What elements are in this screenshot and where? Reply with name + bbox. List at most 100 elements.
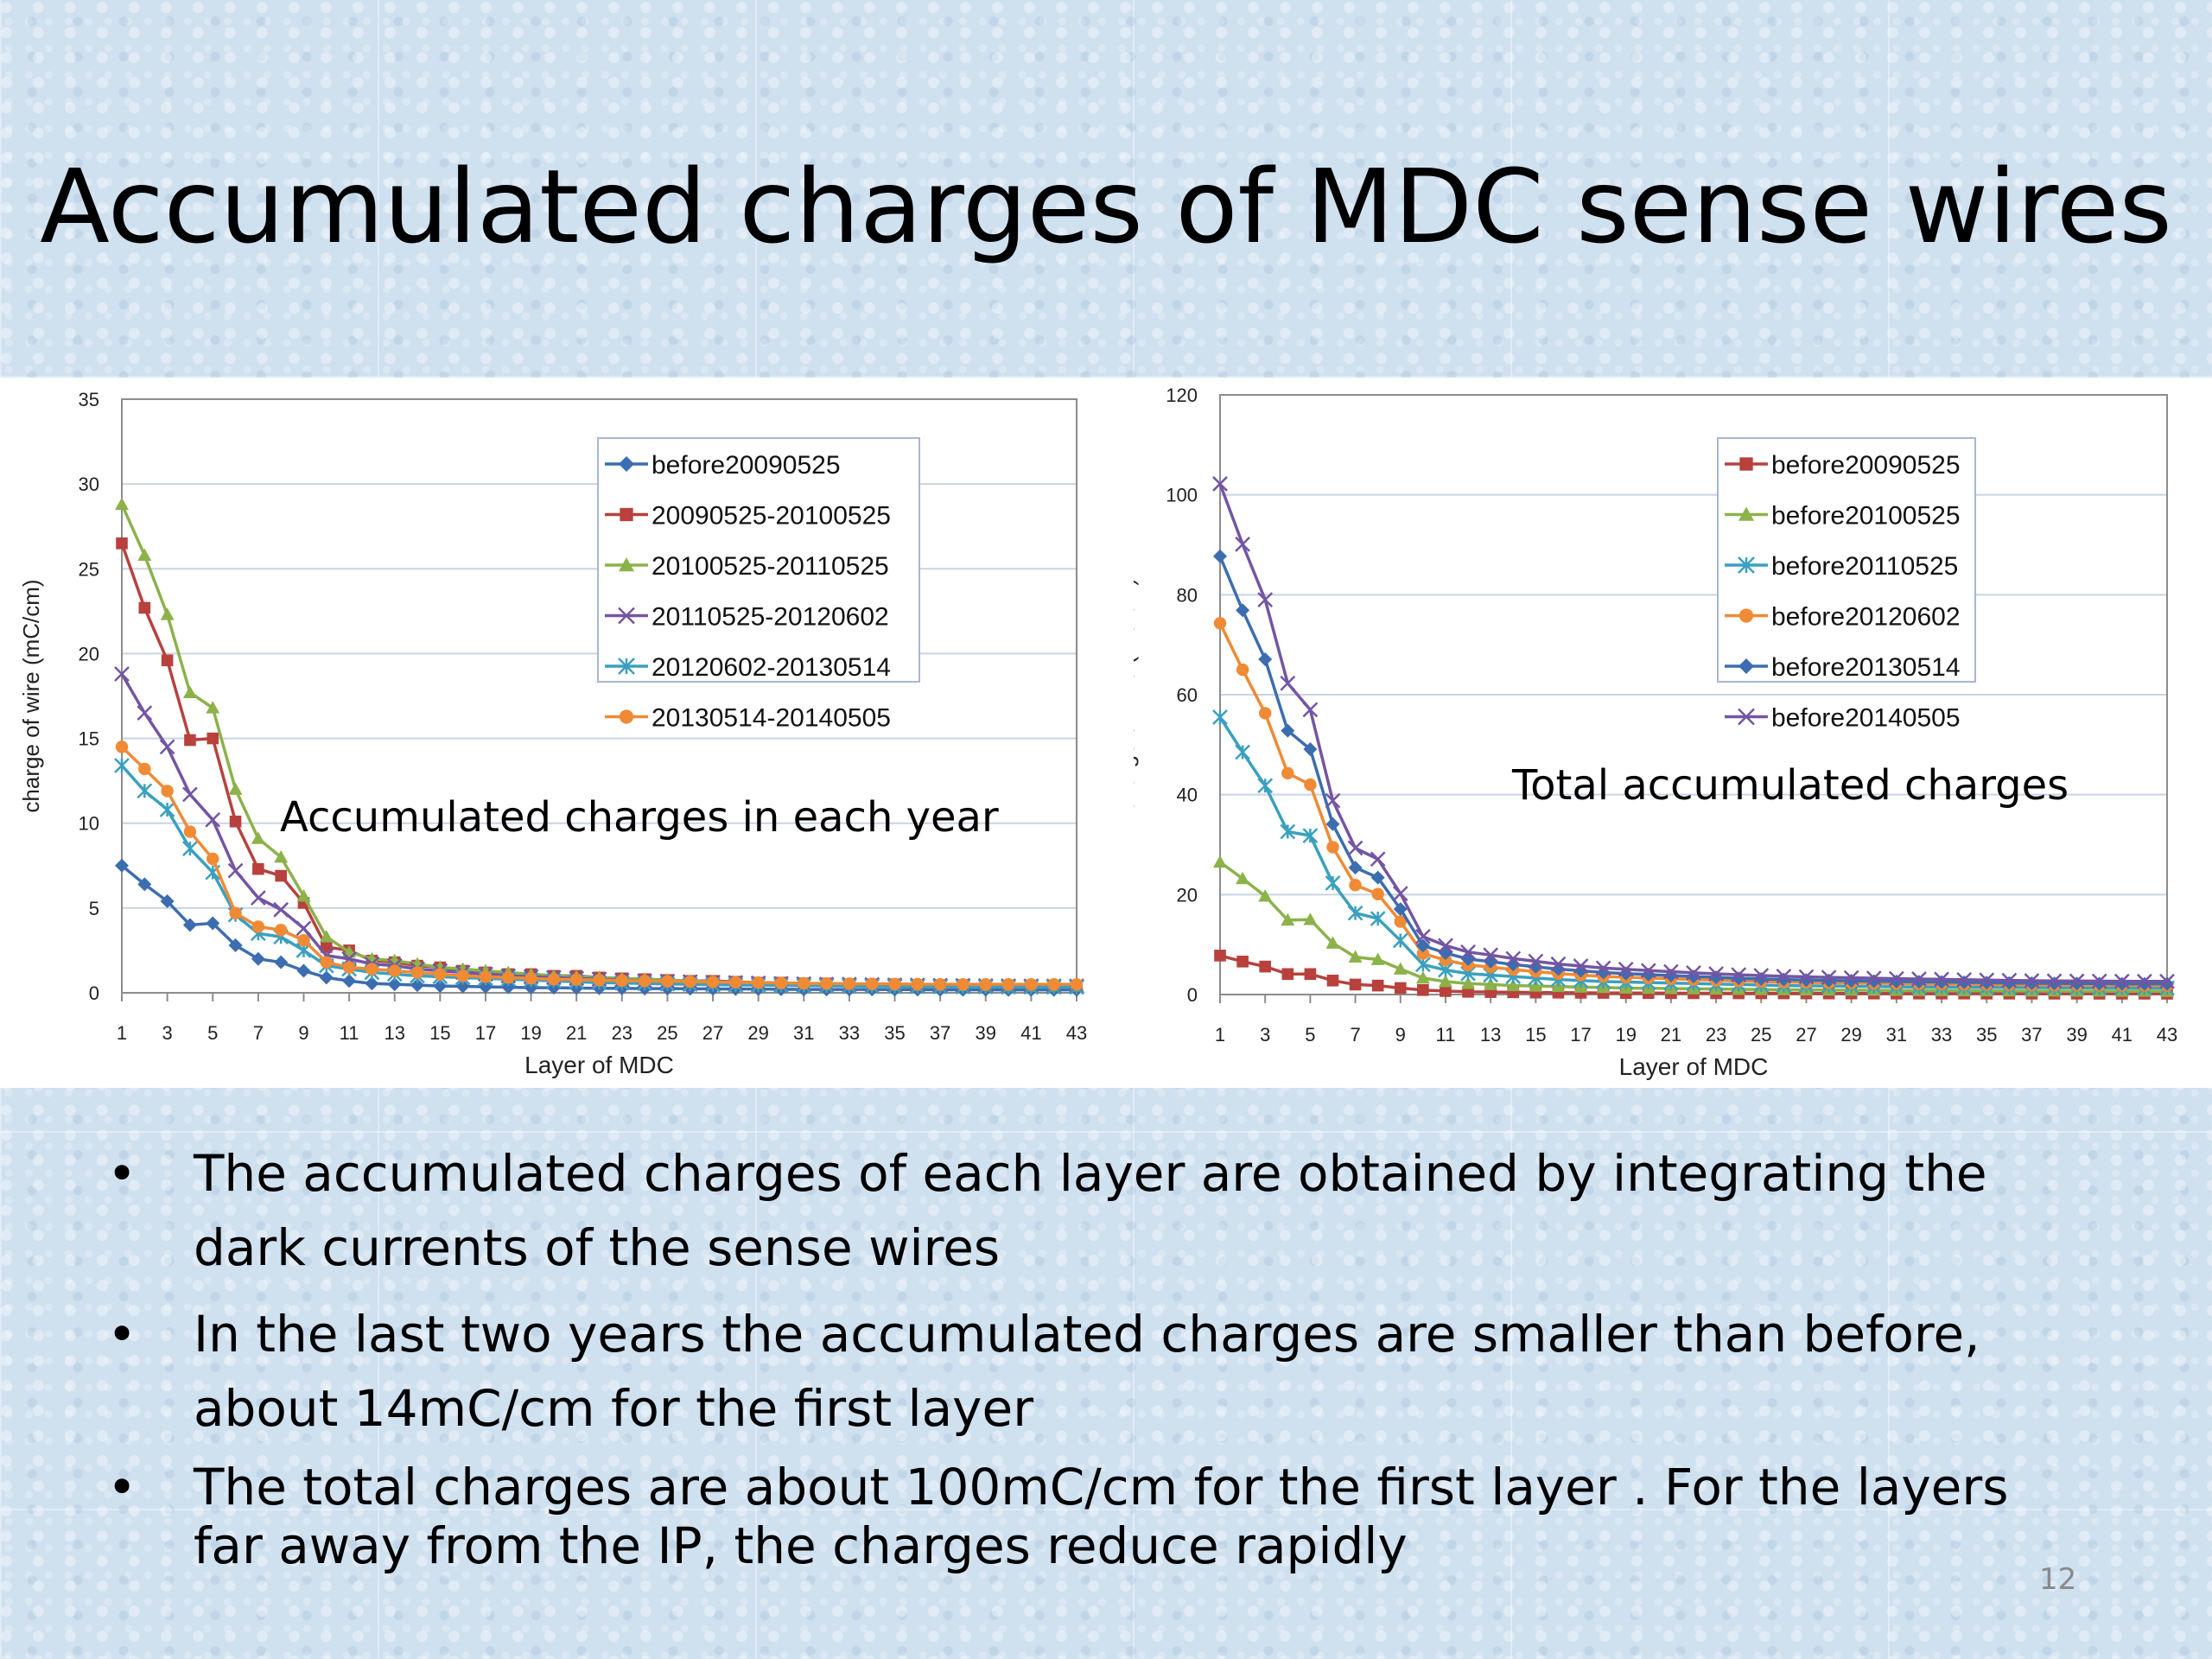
legend-label: 20090525-20100525 xyxy=(652,502,891,531)
y-tick-label: 60 xyxy=(1177,684,1198,706)
x-tick-label: 17 xyxy=(1570,1024,1591,1046)
bullet-text: The accumulated charges of each layer ar… xyxy=(194,1144,1987,1277)
x-tick-label: 17 xyxy=(475,1022,496,1044)
data-point xyxy=(1821,969,1837,986)
data-point xyxy=(296,920,312,937)
data-point xyxy=(1302,702,1319,718)
data-point xyxy=(1370,851,1386,868)
data-point xyxy=(1483,947,1499,963)
data-point xyxy=(1738,608,1754,623)
data-point xyxy=(1236,663,1249,677)
data-point xyxy=(1686,964,1701,981)
data-point xyxy=(1979,972,1995,988)
data-point xyxy=(159,802,175,817)
x-axis-title: Layer of MDC xyxy=(1619,1053,1769,1080)
data-point xyxy=(1738,658,1754,674)
data-point xyxy=(1739,457,1753,471)
data-point xyxy=(1798,969,1815,985)
data-point xyxy=(1738,556,1755,574)
x-tick-label: 33 xyxy=(1931,1024,1952,1046)
data-point xyxy=(115,497,129,511)
legend-label: 20110525-20120602 xyxy=(652,603,889,632)
x-tick-label: 21 xyxy=(1661,1024,1681,1046)
data-point xyxy=(1528,953,1544,969)
data-point xyxy=(1550,956,1567,972)
data-point xyxy=(455,979,470,994)
x-tick-label: 19 xyxy=(520,1022,541,1044)
data-point xyxy=(161,785,174,798)
data-point xyxy=(1304,968,1317,981)
x-tick-label: 25 xyxy=(1751,1024,1771,1046)
bullet-symbol: • xyxy=(107,1305,137,1363)
data-point xyxy=(619,709,634,724)
x-tick-label: 7 xyxy=(253,1022,264,1044)
data-point xyxy=(1070,977,1084,991)
y-tick-label: 120 xyxy=(1166,385,1198,406)
x-tick-label: 15 xyxy=(429,1022,450,1044)
data-point xyxy=(410,978,425,993)
data-point xyxy=(2159,973,2175,989)
data-point xyxy=(137,783,153,799)
data-point xyxy=(137,548,152,561)
data-series xyxy=(1212,476,2175,989)
data-point xyxy=(1259,960,1271,973)
data-series xyxy=(115,741,1084,991)
data-point xyxy=(2001,972,2018,988)
data-point xyxy=(1370,911,1386,926)
data-point xyxy=(138,762,151,776)
data-point xyxy=(387,977,402,992)
legend-item: 20130514-20140505 xyxy=(605,704,891,733)
data-point xyxy=(159,739,175,755)
data-point xyxy=(365,976,379,991)
legend-label: 20100525-20110525 xyxy=(652,552,889,581)
data-point xyxy=(478,980,493,995)
data-point xyxy=(866,977,879,990)
x-tick-label: 37 xyxy=(930,1022,950,1044)
x-tick-label: 41 xyxy=(2112,1024,2133,1046)
data-point xyxy=(618,607,635,625)
data-point xyxy=(206,916,220,931)
data-point xyxy=(1416,947,1430,960)
data-point xyxy=(1214,950,1226,962)
data-point xyxy=(1753,968,1770,983)
legend-item: 20090525-20100525 xyxy=(605,502,891,531)
data-point xyxy=(911,977,925,991)
legend: before20090525 20090525-20100525 20100525-… xyxy=(597,437,920,733)
y-tick-label: 100 xyxy=(1166,485,1198,506)
data-point xyxy=(1640,963,1656,979)
legend-item: before20090525 xyxy=(605,451,841,480)
data-point xyxy=(1776,968,1792,984)
x-tick-label: 21 xyxy=(566,1022,587,1044)
x-tick-label: 3 xyxy=(162,1022,172,1044)
x-tick-label: 43 xyxy=(2157,1024,2177,1046)
data-point xyxy=(1595,960,1611,976)
data-point xyxy=(207,732,219,745)
data-point xyxy=(274,924,288,937)
data-point xyxy=(1047,977,1060,991)
data-point xyxy=(1257,592,1274,608)
data-point xyxy=(502,971,515,984)
data-point xyxy=(1348,861,1363,875)
data-point xyxy=(683,975,696,988)
data-point xyxy=(116,537,128,550)
data-point xyxy=(1326,841,1339,854)
y-tick-label: 0 xyxy=(89,982,99,1004)
bullet-item: • In the last two years the accumulated … xyxy=(104,1297,2091,1446)
data-point xyxy=(1888,970,1904,987)
x-tick-label: 29 xyxy=(747,1022,768,1044)
legend-item: before20100525 xyxy=(1725,502,1961,531)
data-point xyxy=(1506,978,1521,991)
legend: before20090525 before20100525 before201105… xyxy=(1717,437,1976,733)
data-point xyxy=(752,976,765,989)
x-tick-label: 27 xyxy=(1796,1024,1816,1046)
data-point xyxy=(1393,902,1408,917)
x-tick-label: 5 xyxy=(207,1022,218,1044)
data-point xyxy=(182,918,197,932)
bullet-text: In the last two years the accumulated ch… xyxy=(194,1305,1980,1438)
x-tick-label: 23 xyxy=(1706,1024,1726,1046)
y-tick-label: 80 xyxy=(1177,584,1198,606)
data-point xyxy=(252,862,264,875)
data-point xyxy=(207,852,219,866)
data-point xyxy=(524,972,537,985)
data-point xyxy=(251,920,265,933)
